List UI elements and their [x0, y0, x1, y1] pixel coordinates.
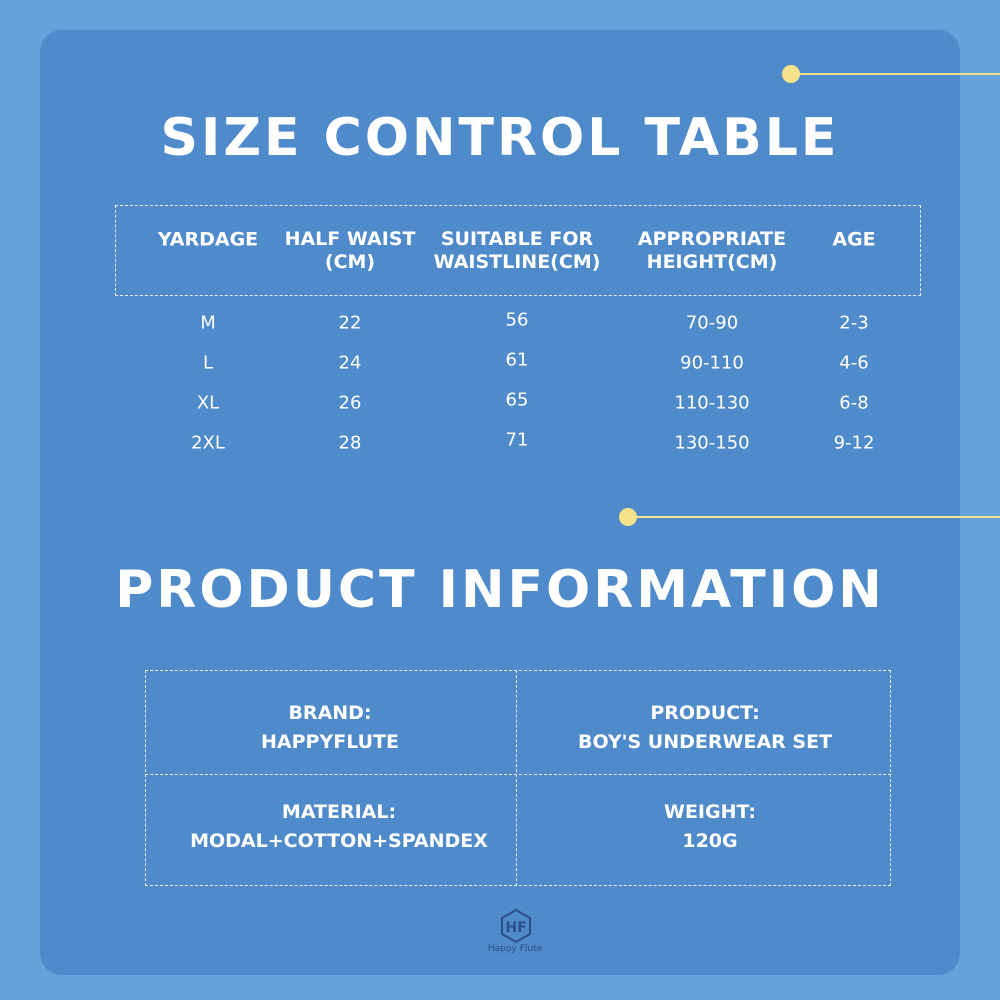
table-cell: 22: [338, 312, 362, 334]
table-cell: 71: [505, 429, 529, 451]
product-title: PRODUCT INFORMATION: [115, 560, 885, 620]
table-cell: 24: [338, 352, 362, 374]
decor-dot: [619, 508, 637, 526]
header-line: HALF WAIST: [284, 228, 416, 250]
table-cell: M: [200, 312, 216, 334]
info-label: MATERIAL:: [281, 801, 397, 823]
logo-text: Happy Flute: [487, 944, 543, 954]
table-cell: 6-8: [839, 392, 869, 414]
table-cell: XL: [196, 392, 220, 414]
column-header: APPROPRIATE HEIGHT(CM): [638, 228, 786, 274]
table-cell: 2-3: [839, 312, 869, 334]
header-line: SUITABLE FOR: [440, 228, 594, 250]
info-value: 120G: [682, 830, 738, 852]
table-cell: 56: [505, 309, 529, 331]
column-header: AGE: [832, 229, 875, 252]
info-label: BRAND:: [288, 702, 372, 724]
panel: [40, 30, 960, 975]
header-line: APPROPRIATE: [637, 228, 787, 250]
decor-line: [791, 73, 1000, 75]
header-line: HEIGHT(CM): [646, 251, 778, 273]
decor-line: [628, 516, 1000, 518]
table-cell: 26: [338, 392, 362, 414]
header-line: WAISTLINE(CM): [433, 251, 601, 273]
info-divider: [145, 774, 891, 775]
info-value: HAPPYFLUTE: [261, 731, 399, 753]
info-value: BOY'S UNDERWEAR SET: [577, 731, 833, 753]
info-label: WEIGHT:: [663, 801, 757, 823]
table-cell: 61: [505, 349, 529, 371]
table-cell: 70-90: [685, 312, 739, 334]
table-cell: 28: [338, 432, 362, 454]
table-cell: 2XL: [191, 432, 225, 454]
column-header: SUITABLE FOR WAISTLINE(CM): [434, 228, 601, 274]
table-cell: 90-110: [680, 352, 744, 374]
svg-text:HF: HF: [505, 920, 526, 936]
logo-mark: HF: [501, 908, 531, 944]
header-box: [115, 205, 921, 296]
table-cell: L: [202, 352, 214, 374]
info-divider: [516, 670, 517, 886]
header-line: YARDAGE: [157, 228, 259, 251]
table-cell: 9-12: [833, 432, 875, 454]
table-cell: 65: [505, 389, 529, 411]
info-box: [145, 670, 891, 886]
decor-dot: [782, 65, 800, 83]
column-header: HALF WAIST (CM): [285, 228, 416, 274]
column-header: YARDAGE: [158, 229, 258, 252]
info-label: PRODUCT:: [650, 702, 760, 724]
table-cell: 4-6: [839, 352, 869, 374]
size-title: SIZE CONTROL TABLE: [160, 108, 840, 168]
table-cell: 130-150: [674, 432, 750, 454]
header-line: AGE: [832, 228, 876, 251]
header-line: (CM): [324, 251, 376, 273]
table-cell: 110-130: [674, 392, 750, 414]
info-value: MODAL+COTTON+SPANDEX: [190, 830, 488, 852]
